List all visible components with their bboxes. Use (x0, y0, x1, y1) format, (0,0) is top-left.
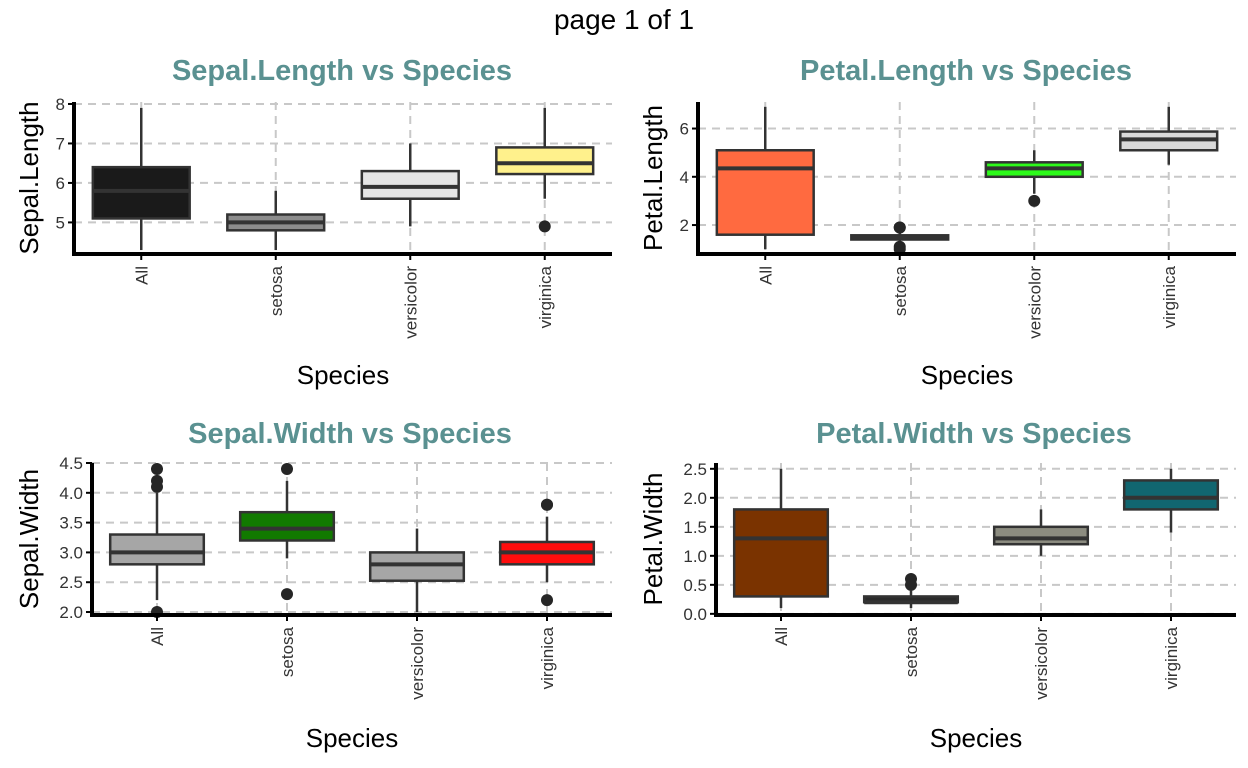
x-tick-label: virginica (1160, 265, 1179, 328)
y-tick-label: 4.5 (59, 454, 83, 473)
box-virginica (1122, 468, 1220, 533)
outlier-point (893, 240, 906, 253)
chart-title: Sepal.Length vs Species (172, 55, 512, 87)
box-virginica (498, 498, 596, 607)
chart-panel: Petal.Width vs Species 0.0 0.5 1.0 1.5 2.0 2.5… (638, 418, 1236, 753)
y-tick-label: 4.0 (59, 484, 83, 503)
x-tick-label: setosa (902, 626, 921, 677)
box-iqr (992, 525, 1090, 546)
box-versicolor (368, 528, 466, 613)
y-tick-label: 2.0 (683, 489, 707, 508)
box-setosa (850, 221, 950, 256)
chart-title: Sepal.Width vs Species (188, 418, 512, 450)
box-iqr (1122, 479, 1220, 511)
y-tick-label: 0.0 (683, 605, 707, 624)
x-tick-label: setosa (278, 626, 297, 677)
y-tick-label: 6 (56, 174, 65, 193)
box-setosa (238, 462, 336, 601)
x-axis-title: Species (921, 360, 1014, 390)
box-All (91, 107, 191, 251)
box-setosa (226, 190, 326, 251)
y-tick-label: 2.5 (59, 573, 83, 592)
chart-panel: Petal.Length vs Species 2 4 6 All setosa versi… (638, 55, 1236, 390)
chart-title: Petal.Width vs Species (816, 418, 1132, 450)
page-title: page 1 of 1 (553, 4, 695, 35)
box-virginica (495, 107, 595, 233)
x-tick-label: versicolor (401, 266, 420, 339)
y-tick-label: 3.5 (59, 514, 83, 533)
box-iqr (368, 551, 466, 582)
x-tick-label: versicolor (1025, 266, 1044, 339)
chart-panel: Sepal.Width vs Species 2.0 2.5 3.0 3.5 4.0 4.5… (14, 418, 612, 753)
outlier-point (151, 474, 163, 487)
x-axis-title: Species (930, 723, 1023, 753)
outlier-point (538, 220, 551, 233)
y-tick-label: 2.0 (59, 603, 83, 622)
box-iqr (732, 508, 830, 598)
box-versicolor (360, 143, 460, 227)
y-tick-label: 2.5 (683, 460, 707, 479)
x-tick-label: virginica (1162, 626, 1181, 689)
x-axis-title: Species (297, 360, 390, 390)
y-tick-label: 7 (56, 134, 65, 153)
y-tick-label: 6 (680, 120, 689, 139)
box-versicolor (984, 150, 1084, 207)
x-tick-label: All (132, 266, 151, 285)
box-iqr (108, 533, 206, 566)
y-tick-label: 5 (56, 213, 65, 232)
outlier-point (905, 573, 917, 586)
y-tick-label: 0.5 (683, 576, 707, 595)
x-tick-label: virginica (538, 626, 557, 689)
x-tick-label: All (148, 627, 167, 646)
x-tick-label: All (756, 266, 775, 285)
outlier-point (151, 462, 163, 475)
box-iqr (715, 149, 815, 236)
y-tick-label: 1.0 (683, 547, 707, 566)
x-tick-label: versicolor (408, 627, 427, 700)
y-axis-title: Petal.Width (638, 473, 668, 606)
chart-title: Petal.Length vs Species (800, 55, 1132, 87)
box-All (108, 462, 206, 619)
y-tick-label: 3.0 (59, 543, 83, 562)
outlier-point (541, 594, 553, 607)
outlier-point (281, 462, 293, 475)
box-iqr (495, 146, 595, 176)
x-tick-label: setosa (891, 265, 910, 316)
x-tick-label: virginica (536, 265, 555, 328)
y-tick-label: 4 (680, 168, 689, 187)
y-axis-title: Sepal.Width (14, 469, 44, 609)
outlier-point (281, 588, 293, 601)
y-tick-label: 1.5 (683, 518, 707, 537)
box-setosa (862, 573, 960, 609)
box-All (732, 468, 830, 609)
box-virginica (1119, 106, 1219, 165)
chart-panel: Sepal.Length vs Species 5 6 7 8 All setosa vers… (14, 55, 612, 390)
x-tick-label: All (772, 627, 791, 646)
box-All (715, 106, 815, 250)
y-tick-label: 8 (56, 95, 65, 114)
x-axis-title: Species (306, 723, 399, 753)
x-tick-label: versicolor (1032, 627, 1051, 700)
x-tick-label: setosa (267, 265, 286, 316)
y-tick-label: 2 (680, 216, 689, 235)
outlier-point (1028, 194, 1041, 207)
outlier-point (893, 221, 906, 234)
outlier-point (541, 498, 553, 511)
box-iqr (238, 510, 336, 542)
box-versicolor (992, 509, 1090, 556)
y-axis-title: Petal.Length (638, 105, 668, 251)
y-axis-title: Sepal.Length (14, 101, 44, 254)
